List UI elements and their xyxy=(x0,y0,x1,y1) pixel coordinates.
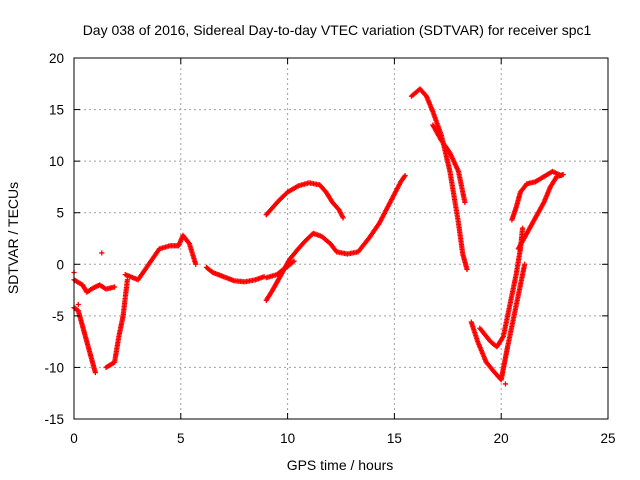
data-point-arc-9 xyxy=(464,266,470,273)
grid-layer xyxy=(74,58,608,419)
y-tick-label: 10 xyxy=(49,154,64,169)
data-point-arc-3 xyxy=(124,277,130,283)
x-tick-label: 10 xyxy=(280,431,295,446)
x-axis-label: GPS time / hours xyxy=(287,457,394,473)
data-point-outlier xyxy=(502,381,509,387)
data-point-arc-12 xyxy=(519,225,526,231)
y-tick-label: -10 xyxy=(44,360,64,375)
y-tick-label: 5 xyxy=(56,206,64,221)
data-point-outlier xyxy=(75,301,81,308)
data-point-arc-11 xyxy=(522,261,528,267)
data-point-arc-7 xyxy=(402,172,408,179)
data-point-arc-2 xyxy=(92,369,98,376)
tick-layer xyxy=(73,57,609,420)
x-tick-label: 15 xyxy=(387,431,402,446)
x-tick-label: 25 xyxy=(600,431,615,446)
y-tick-label: -5 xyxy=(52,309,64,324)
y-tick-label: 20 xyxy=(49,51,64,66)
x-tick-label: 0 xyxy=(70,431,78,446)
data-point-arc-14 xyxy=(560,171,566,178)
plot-frame xyxy=(73,57,609,420)
chart-title: Day 038 of 2016, Sidereal Day-to-day VTE… xyxy=(83,22,592,38)
y-tick-labels: -15 -10 -5 0 5 10 15 20 xyxy=(44,51,64,427)
data-point-arc-1 xyxy=(111,284,118,290)
data-point-arc-10 xyxy=(462,199,468,205)
y-tick-label: -15 xyxy=(44,412,64,427)
data-point-arc-8 xyxy=(340,215,346,221)
data-point-outlier xyxy=(99,250,105,256)
y-tick-label: 15 xyxy=(49,103,64,118)
x-tick-labels: 0 5 10 15 20 25 xyxy=(70,431,615,446)
data-point-arc-6 xyxy=(291,258,297,264)
data-point-arc-6 xyxy=(290,259,296,265)
x-tick-label: 5 xyxy=(177,431,185,446)
data-point-arc-4 xyxy=(193,261,199,267)
y-axis-label: SDTVAR / TECUs xyxy=(5,182,21,294)
y-tick-label: 0 xyxy=(56,257,64,272)
x-tick-label: 20 xyxy=(494,431,509,446)
data-marks xyxy=(71,86,566,387)
